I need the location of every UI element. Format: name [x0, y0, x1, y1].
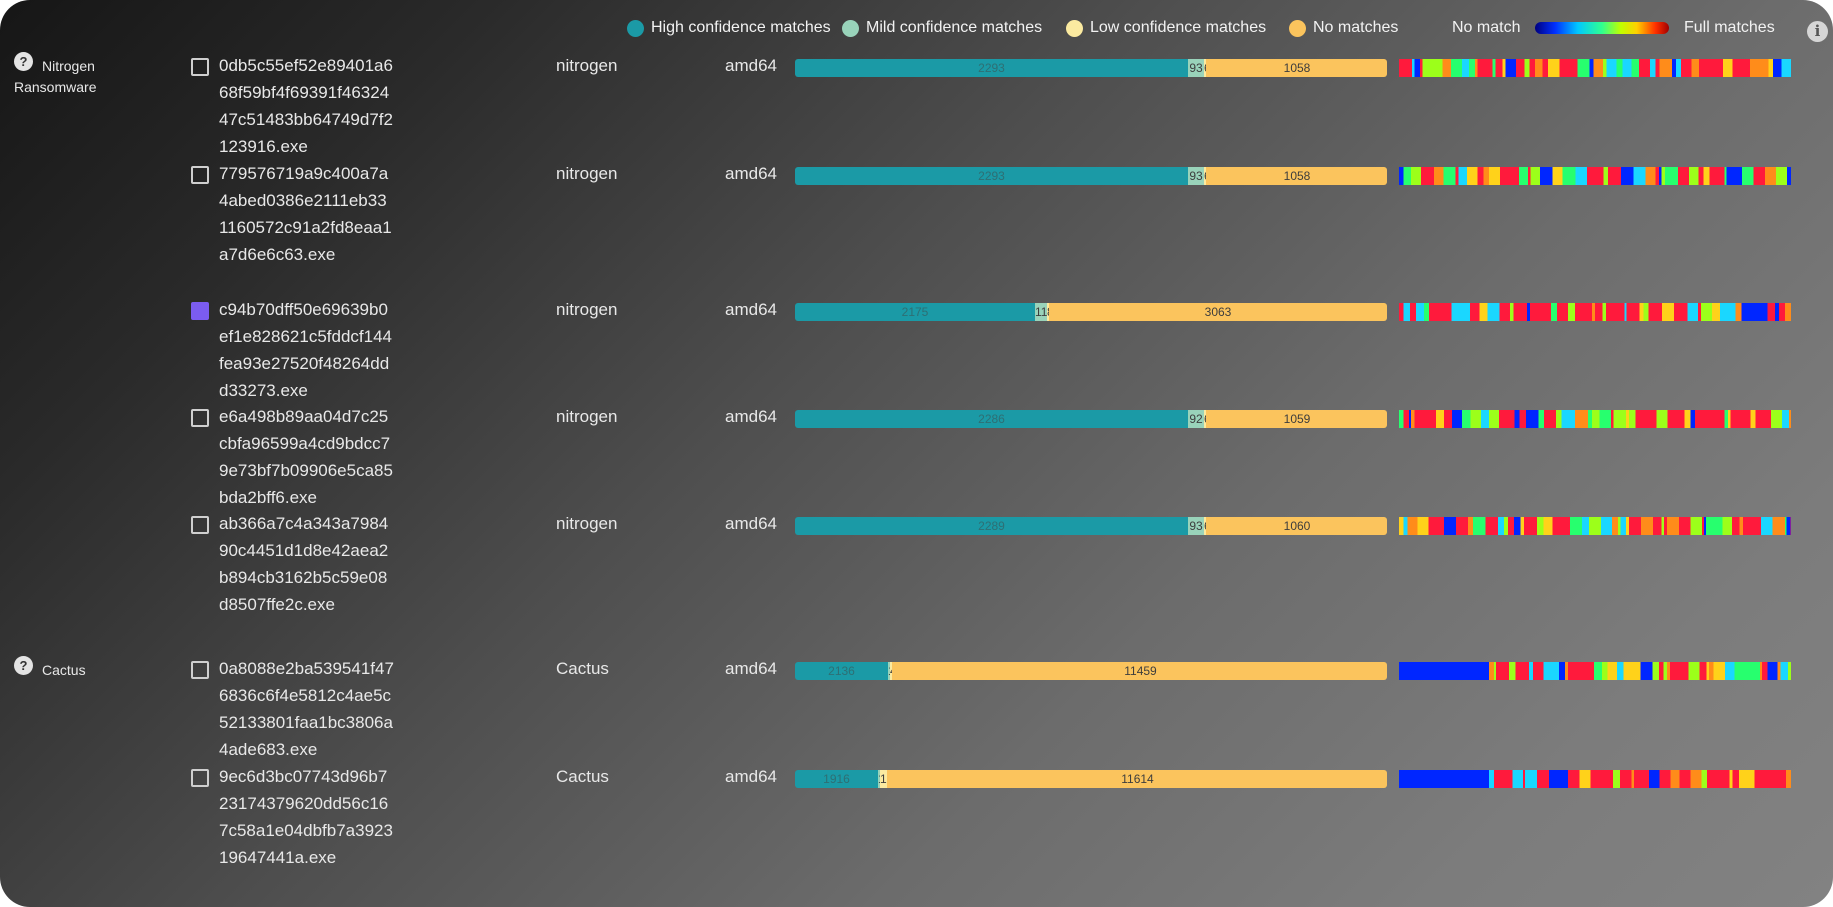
sample-arch: amd64 [725, 300, 777, 319]
match-heatmap-strip[interactable] [1399, 517, 1791, 535]
gradient-max-label: Full matches [1684, 19, 1775, 36]
match-bar[interactable]: 22869261059 [795, 410, 1387, 428]
match-bar-low: 6 [1204, 59, 1206, 77]
select-checkbox[interactable] [191, 409, 209, 427]
group-name-line1: Cactus [42, 662, 86, 678]
group-name: Cactus [42, 660, 86, 681]
legend-low: Low confidence matches [1066, 18, 1266, 38]
match-bar-mild: 12 [878, 770, 880, 788]
help-icon[interactable]: ? [14, 52, 33, 71]
select-checkbox[interactable] [191, 769, 209, 787]
match-bar-low: 170 [880, 770, 887, 788]
match-bar-none: 1060 [1206, 517, 1387, 535]
match-bar-none: 11459 [892, 662, 1387, 680]
match-bar-none: 1059 [1206, 410, 1387, 428]
match-bar-none: 1058 [1206, 59, 1387, 77]
match-bar-none: 3063 [1049, 303, 1387, 321]
gradient-min-label: No match [1452, 19, 1521, 36]
match-heatmap-strip[interactable] [1399, 303, 1791, 321]
sample-family: Cactus [556, 767, 609, 786]
match-bar-mild: 16 [888, 662, 890, 680]
sample-arch: amd64 [725, 514, 777, 533]
match-heatmap-strip[interactable] [1399, 770, 1791, 788]
sample-family: nitrogen [556, 164, 618, 183]
mild-confidence-dot-icon [842, 19, 859, 37]
match-bar[interactable]: 22939361058 [795, 167, 1387, 185]
select-checkbox[interactable] [191, 661, 209, 679]
match-bar-low: 40 [890, 662, 892, 680]
sample-arch: amd64 [725, 407, 777, 426]
legend-none-label: No matches [1313, 19, 1399, 36]
sample-filename[interactable]: 9ec6d3bc07743d96b723174379620dd56c167c58… [219, 767, 393, 867]
sample-family: nitrogen [556, 300, 618, 319]
sample-filename[interactable]: 779576719a9c400a7a4abed0386e2111eb331160… [219, 164, 392, 264]
info-icon[interactable]: i [1807, 21, 1828, 42]
match-bar-mild: 93 [1188, 517, 1204, 535]
select-checkbox[interactable] [191, 516, 209, 534]
legend-high: High confidence matches [627, 18, 831, 38]
no-matches-dot-icon [1289, 19, 1306, 37]
match-bar-high: 2136 [795, 662, 888, 680]
match-bar-low: 6 [1204, 167, 1206, 185]
sample-family: Cactus [556, 659, 609, 678]
match-bar-none: 11614 [887, 770, 1387, 788]
legend-low-label: Low confidence matches [1090, 19, 1267, 36]
sample-family: nitrogen [556, 56, 618, 75]
match-gradient-scale [1535, 22, 1669, 34]
sample-filename[interactable]: ab366a7c4a343a798490c4451d1d8e42aea2b894… [219, 514, 389, 614]
help-icon[interactable]: ? [14, 656, 33, 675]
group-name-line2: Ransomware [14, 79, 97, 95]
select-checkbox[interactable] [191, 58, 209, 76]
match-bar-high: 2175 [795, 303, 1035, 321]
sample-filename[interactable]: 0a8088e2ba539541f476836c6f4e5812c4ae5c52… [219, 659, 394, 759]
legend-high-label: High confidence matches [651, 19, 831, 36]
group-header: ? Cactus [14, 656, 86, 681]
sample-family: nitrogen [556, 407, 618, 426]
match-bar-none: 1058 [1206, 167, 1387, 185]
high-confidence-dot-icon [627, 19, 644, 37]
legend-mild-label: Mild confidence matches [866, 19, 1043, 36]
match-bar-mild: 92 [1188, 410, 1204, 428]
match-bar-mild: 93 [1188, 59, 1204, 77]
legend: High confidence matches Mild confidence … [0, 18, 1833, 42]
match-bar[interactable]: 19161217011614 [795, 770, 1387, 788]
match-bar-low: 8 [1047, 303, 1049, 321]
legend-none: No matches [1289, 18, 1398, 38]
match-bar-high: 2293 [795, 59, 1188, 77]
group-name-line1: Nitrogen [42, 58, 95, 74]
sample-arch: amd64 [725, 767, 777, 786]
match-bar[interactable]: 22939361058 [795, 59, 1387, 77]
sample-arch: amd64 [725, 164, 777, 183]
match-heatmap-strip[interactable] [1399, 662, 1791, 680]
match-bar-high: 2289 [795, 517, 1188, 535]
select-checkbox[interactable] [191, 302, 209, 320]
sample-arch: amd64 [725, 659, 777, 678]
sample-filename[interactable]: 0db5c55ef52e89401a668f59bf4f69391f463244… [219, 56, 393, 156]
select-checkbox[interactable] [191, 166, 209, 184]
match-bar-high: 2293 [795, 167, 1188, 185]
match-bar-high: 1916 [795, 770, 878, 788]
match-bar-low: 6 [1204, 517, 1206, 535]
match-heatmap-strip[interactable] [1399, 410, 1791, 428]
sample-arch: amd64 [725, 56, 777, 75]
match-bar-mild: 113 [1035, 303, 1047, 321]
match-bar[interactable]: 22899361060 [795, 517, 1387, 535]
low-confidence-dot-icon [1066, 19, 1083, 37]
match-bar-low: 6 [1204, 410, 1206, 428]
group-header: ? Nitrogen Ransomware [14, 52, 96, 98]
legend-mild: Mild confidence matches [842, 18, 1042, 38]
match-heatmap-strip[interactable] [1399, 59, 1791, 77]
sample-filename[interactable]: e6a498b89aa04d7c25cbfa96599a4cd9bdcc79e7… [219, 407, 393, 507]
sample-family: nitrogen [556, 514, 618, 533]
group-name: Nitrogen Ransomware [14, 56, 96, 98]
match-bar-high: 2286 [795, 410, 1188, 428]
match-heatmap-strip[interactable] [1399, 167, 1791, 185]
match-bar[interactable]: 217511383063 [795, 303, 1387, 321]
match-bar[interactable]: 2136164011459 [795, 662, 1387, 680]
match-bar-mild: 93 [1188, 167, 1204, 185]
sample-filename[interactable]: c94b70dff50e69639b0ef1e828621c5fddcf144f… [219, 300, 392, 400]
